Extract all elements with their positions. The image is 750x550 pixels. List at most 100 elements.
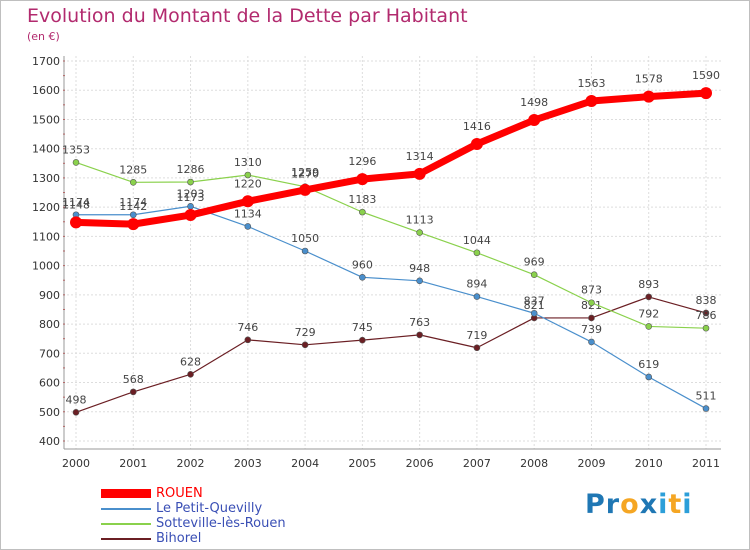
x-tick-label: 2000 bbox=[62, 457, 90, 470]
data-point-bihorel bbox=[359, 336, 366, 344]
data-label-rouen: 1296 bbox=[348, 155, 376, 168]
logo-letter: t bbox=[668, 489, 683, 520]
y-tick-label: 1100 bbox=[32, 230, 60, 243]
data-point-sotteville-l-s-rouen bbox=[530, 271, 538, 278]
data-point-le-petit-quevilly bbox=[359, 274, 366, 281]
y-tick-label: 1400 bbox=[32, 143, 60, 156]
data-point-bihorel bbox=[244, 336, 252, 344]
x-tick-label: 2001 bbox=[119, 457, 147, 470]
data-label-le-petit-quevilly: 1134 bbox=[234, 207, 262, 220]
data-label-sotteville-l-s-rouen: 873 bbox=[581, 284, 602, 297]
data-point-bihorel bbox=[416, 331, 423, 339]
data-label-bihorel: 763 bbox=[409, 316, 430, 329]
data-point-rouen bbox=[70, 216, 82, 229]
data-point-sotteville-l-s-rouen bbox=[588, 299, 595, 307]
x-tick-label: 2006 bbox=[406, 457, 434, 470]
data-point-sotteville-l-s-rouen bbox=[645, 323, 653, 330]
data-point-sotteville-l-s-rouen bbox=[416, 229, 423, 236]
data-label-sotteville-l-s-rouen: 1044 bbox=[463, 234, 491, 247]
data-point-bihorel bbox=[187, 371, 194, 378]
x-tick-label: 2005 bbox=[348, 457, 376, 470]
data-point-bihorel bbox=[473, 344, 481, 352]
data-point-bihorel bbox=[588, 314, 595, 322]
data-label-bihorel: 746 bbox=[237, 321, 258, 334]
legend-swatch-bihorel bbox=[101, 538, 151, 540]
data-point-rouen bbox=[356, 173, 369, 186]
y-tick-label: 700 bbox=[39, 347, 60, 360]
data-label-le-petit-quevilly: 511 bbox=[696, 390, 717, 403]
data-point-bihorel bbox=[645, 293, 653, 301]
data-label-rouen: 1220 bbox=[234, 177, 262, 190]
legend-swatch-rouen bbox=[101, 489, 151, 498]
data-point-le-petit-quevilly bbox=[244, 223, 252, 230]
data-point-le-petit-quevilly bbox=[416, 277, 423, 285]
x-tick-label: 2008 bbox=[520, 457, 548, 470]
y-tick-label: 1200 bbox=[32, 201, 60, 214]
data-label-sotteville-l-s-rouen: 1183 bbox=[348, 193, 376, 206]
data-point-le-petit-quevilly bbox=[187, 202, 194, 210]
data-label-sotteville-l-s-rouen: 1113 bbox=[406, 214, 434, 227]
data-label-le-petit-quevilly: 960 bbox=[352, 258, 373, 271]
data-label-bihorel: 838 bbox=[696, 294, 717, 307]
x-tick-label: 2009 bbox=[577, 457, 605, 470]
data-label-rouen: 1259 bbox=[291, 166, 319, 179]
y-tick-label: 800 bbox=[39, 318, 60, 331]
data-label-le-petit-quevilly: 837 bbox=[524, 294, 545, 307]
series-line-rouen bbox=[72, 89, 710, 228]
x-tick-label: 2002 bbox=[177, 457, 205, 470]
logo-letter: P bbox=[585, 489, 606, 520]
data-point-rouen bbox=[700, 87, 712, 100]
data-label-sotteville-l-s-rouen: 792 bbox=[638, 307, 659, 320]
legend-label-sotteville-l-s-rouen: Sotteville-lès-Rouen bbox=[156, 516, 286, 531]
data-label-bihorel: 821 bbox=[524, 299, 545, 312]
data-label-rouen: 1563 bbox=[577, 77, 605, 90]
data-label-rouen: 1498 bbox=[520, 96, 548, 109]
data-label-le-petit-quevilly: 1174 bbox=[119, 196, 147, 209]
series-line-bihorel bbox=[75, 296, 707, 413]
data-label-rouen: 1148 bbox=[62, 198, 90, 211]
data-label-rouen: 1578 bbox=[635, 73, 663, 86]
data-point-bihorel bbox=[72, 409, 80, 416]
data-label-rouen: 1142 bbox=[119, 200, 147, 213]
data-label-sotteville-l-s-rouen: 1270 bbox=[291, 168, 319, 181]
data-label-bihorel: 568 bbox=[123, 373, 144, 386]
legend-label-rouen: ROUEN bbox=[156, 486, 203, 501]
data-point-sotteville-l-s-rouen bbox=[244, 171, 252, 179]
x-tick-label: 2007 bbox=[463, 457, 491, 470]
y-tick-label: 1500 bbox=[32, 113, 60, 126]
data-point-rouen bbox=[470, 138, 483, 151]
logo-letter: x bbox=[639, 489, 659, 520]
legend-label-le-petit-quevilly: Le Petit-Quevilly bbox=[156, 501, 263, 516]
y-tick-label: 1600 bbox=[32, 84, 60, 97]
data-point-rouen bbox=[413, 167, 426, 180]
data-label-sotteville-l-s-rouen: 969 bbox=[524, 256, 545, 269]
data-point-rouen bbox=[241, 195, 254, 208]
data-point-le-petit-quevilly bbox=[588, 338, 595, 346]
data-point-sotteville-l-s-rouen bbox=[72, 159, 80, 166]
data-label-le-petit-quevilly: 948 bbox=[409, 262, 430, 275]
data-label-rouen: 1590 bbox=[692, 69, 720, 82]
logo-letter: r bbox=[605, 489, 621, 520]
data-point-rouen bbox=[642, 90, 655, 103]
series-line-le-petit-quevilly bbox=[75, 205, 707, 410]
data-label-bihorel: 893 bbox=[638, 278, 659, 291]
data-point-le-petit-quevilly bbox=[473, 293, 481, 300]
legend-swatch-sotteville-l-s-rouen bbox=[101, 523, 151, 525]
data-point-rouen bbox=[528, 114, 541, 127]
data-label-bihorel: 498 bbox=[66, 393, 87, 406]
legend-swatch-le-petit-quevilly bbox=[101, 508, 151, 510]
data-label-le-petit-quevilly: 1203 bbox=[177, 187, 205, 200]
legend-label-bihorel: Bihorel bbox=[156, 531, 202, 546]
data-label-rouen: 1173 bbox=[177, 191, 205, 204]
data-point-rouen bbox=[299, 183, 312, 196]
data-label-bihorel: 719 bbox=[466, 329, 487, 342]
data-point-bihorel bbox=[301, 341, 309, 349]
data-label-sotteville-l-s-rouen: 786 bbox=[696, 309, 717, 322]
data-point-rouen bbox=[585, 95, 598, 108]
logo-letter: i bbox=[658, 489, 669, 520]
data-label-le-petit-quevilly: 894 bbox=[466, 278, 487, 291]
data-point-sotteville-l-s-rouen bbox=[473, 249, 481, 257]
data-point-sotteville-l-s-rouen bbox=[359, 208, 366, 216]
data-label-sotteville-l-s-rouen: 1353 bbox=[62, 143, 90, 156]
y-tick-label: 900 bbox=[39, 289, 60, 302]
